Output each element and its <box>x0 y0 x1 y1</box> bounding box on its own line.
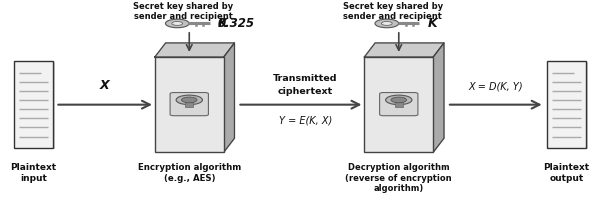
FancyBboxPatch shape <box>170 92 208 116</box>
Circle shape <box>172 22 182 25</box>
Text: Encryption algorithm
(e.g., AES): Encryption algorithm (e.g., AES) <box>137 163 241 182</box>
FancyBboxPatch shape <box>185 100 193 107</box>
Polygon shape <box>433 43 444 152</box>
Bar <box>550 62 588 149</box>
Bar <box>547 61 586 148</box>
Text: Plaintext
output: Plaintext output <box>544 163 589 182</box>
Bar <box>155 57 224 152</box>
Text: K: K <box>428 17 437 30</box>
FancyBboxPatch shape <box>380 92 418 116</box>
Bar <box>14 61 53 148</box>
Circle shape <box>375 19 398 28</box>
Polygon shape <box>224 43 235 152</box>
Polygon shape <box>364 43 444 57</box>
Text: Secret key shared by
sender and recipient: Secret key shared by sender and recipien… <box>343 2 443 21</box>
Text: K: K <box>218 17 227 30</box>
Circle shape <box>382 22 392 25</box>
Circle shape <box>386 95 412 105</box>
Text: Transmitted: Transmitted <box>273 74 338 83</box>
Text: Secret key shared by
sender and recipient: Secret key shared by sender and recipien… <box>133 2 233 21</box>
Text: X = D(K, Y): X = D(K, Y) <box>468 82 523 92</box>
Text: X: X <box>99 79 109 92</box>
Circle shape <box>391 97 407 103</box>
Text: Decryption algorithm
(reverse of encryption
algorithm): Decryption algorithm (reverse of encrypt… <box>346 163 452 193</box>
Circle shape <box>166 19 189 28</box>
Circle shape <box>176 95 202 105</box>
Text: ciphertext: ciphertext <box>278 87 333 96</box>
Polygon shape <box>155 43 235 57</box>
Circle shape <box>181 97 197 103</box>
Bar <box>17 62 55 149</box>
Bar <box>364 57 433 152</box>
Text: Plaintext
input: Plaintext input <box>11 163 56 182</box>
FancyBboxPatch shape <box>395 100 403 107</box>
Text: 0.325: 0.325 <box>218 17 255 30</box>
Text: Y = E(K, X): Y = E(K, X) <box>279 116 332 126</box>
